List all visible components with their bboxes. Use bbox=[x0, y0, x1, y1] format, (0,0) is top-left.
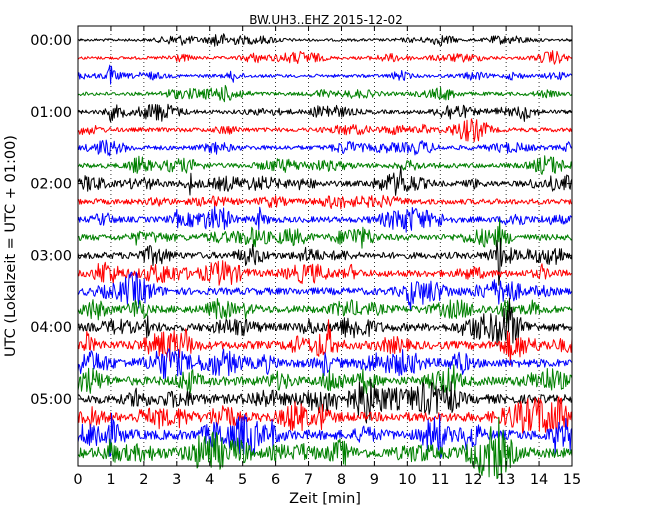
trace-0400 bbox=[77, 297, 573, 347]
trace-0300 bbox=[77, 237, 573, 286]
x-tick-label-10: 10 bbox=[398, 472, 416, 488]
x-tick-label-1: 1 bbox=[106, 472, 115, 488]
chart-title: BW.UH3..EHZ 2015-12-02 bbox=[249, 13, 403, 27]
trace-0445 bbox=[77, 364, 573, 395]
y-axis-ticks: 00:00 01:00 02:00 03:00 04:00 05:00 bbox=[30, 33, 572, 408]
grid-lines bbox=[110, 26, 540, 466]
trace-0215 bbox=[77, 194, 573, 210]
x-tick-label-3: 3 bbox=[172, 472, 181, 488]
y-tick-label-0100: 01:00 bbox=[30, 105, 72, 121]
plot-frame bbox=[77, 25, 573, 467]
trace-0030 bbox=[77, 64, 573, 85]
trace-0515 bbox=[77, 396, 573, 435]
trace-0015 bbox=[77, 50, 573, 65]
x-tick-label-15: 15 bbox=[563, 472, 581, 488]
x-tick-label-7: 7 bbox=[304, 472, 313, 488]
trace-0315 bbox=[77, 260, 573, 286]
x-tick-label-4: 4 bbox=[205, 472, 214, 488]
trace-group bbox=[77, 33, 573, 480]
trace-0045 bbox=[77, 84, 573, 103]
trace-0430 bbox=[77, 348, 573, 380]
x-tick-label-14: 14 bbox=[530, 472, 548, 488]
y-tick-label-0400: 04:00 bbox=[30, 320, 72, 336]
trace-0230 bbox=[77, 206, 573, 233]
trace-0145 bbox=[77, 155, 573, 175]
trace-0200 bbox=[77, 165, 573, 196]
y-tick-label-0500: 05:00 bbox=[30, 392, 72, 408]
y-tick-label-0000: 00:00 bbox=[30, 33, 72, 49]
x-tick-label-11: 11 bbox=[431, 472, 449, 488]
x-tick-label-2: 2 bbox=[139, 472, 148, 488]
trace-0130 bbox=[77, 139, 573, 157]
trace-0330 bbox=[77, 271, 573, 311]
trace-0500 bbox=[77, 378, 573, 424]
trace-0115 bbox=[77, 118, 573, 143]
trace-0245 bbox=[77, 218, 573, 254]
x-tick-label-5: 5 bbox=[238, 472, 247, 488]
trace-0545 bbox=[77, 416, 573, 480]
y-tick-label-0300: 03:00 bbox=[30, 248, 72, 264]
trace-0100 bbox=[77, 103, 573, 123]
x-tick-label-13: 13 bbox=[497, 472, 515, 488]
trace-0000 bbox=[78, 33, 573, 47]
x-tick-label-6: 6 bbox=[271, 472, 280, 488]
y-axis-label: UTC (Lokalzeit = UTC + 01:00) bbox=[3, 135, 19, 357]
x-tick-label-8: 8 bbox=[337, 472, 346, 488]
x-tick-label-9: 9 bbox=[370, 472, 379, 488]
x-axis-label: Zeit [min] bbox=[289, 491, 361, 507]
x-tick-label-12: 12 bbox=[464, 472, 482, 488]
trace-0345 bbox=[77, 298, 573, 324]
x-axis-ticks: 0 1 2 3 4 5 6 7 8 9 10 11 12 13 14 15 bbox=[73, 26, 581, 488]
x-tick-label-0: 0 bbox=[73, 472, 82, 488]
y-tick-label-0200: 02:00 bbox=[30, 177, 72, 193]
